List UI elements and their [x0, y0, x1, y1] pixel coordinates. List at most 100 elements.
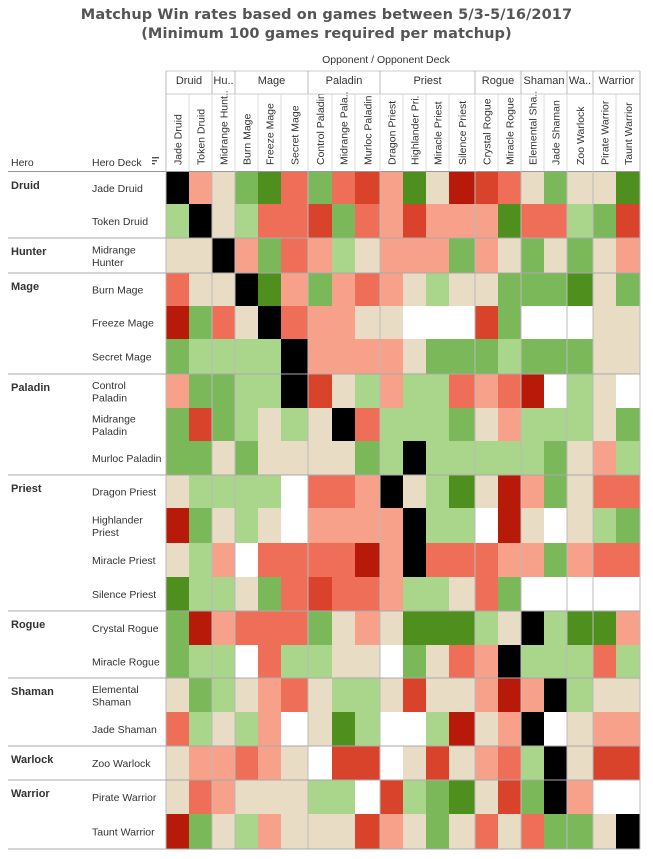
heatmap-cell — [521, 441, 544, 475]
heatmap-cell — [403, 441, 426, 475]
column-label: Crystal Rogue — [482, 98, 494, 165]
heatmap-cell — [403, 712, 426, 746]
heatmap-cell — [281, 408, 308, 441]
heatmap-cell — [593, 238, 616, 273]
heatmap-cell — [403, 204, 426, 238]
heatmap-cell — [189, 475, 212, 508]
heatmap-cell — [544, 374, 567, 408]
heatmap-cell — [308, 508, 332, 543]
heatmap-cell — [235, 814, 258, 849]
heatmap-cell — [475, 780, 498, 814]
opponent-group-label: Paladin — [326, 75, 363, 87]
heatmap-cell — [567, 339, 593, 374]
heatmap-cell — [235, 678, 258, 712]
heatmap-cell — [212, 238, 235, 273]
heatmap-cell — [332, 339, 355, 374]
heatmap-cell — [332, 611, 355, 645]
heatmap-cell — [258, 611, 281, 645]
heatmap-cell — [189, 577, 212, 611]
heatmap-cell — [426, 204, 449, 238]
heatmap-cell — [281, 712, 308, 746]
heatmap-cell — [235, 780, 258, 814]
heatmap-cell — [567, 746, 593, 780]
heatmap-cell — [308, 306, 332, 339]
heatmap-cell — [189, 374, 212, 408]
heatmap-cell — [308, 441, 332, 475]
heatmap-cell — [235, 508, 258, 543]
heatmap-cell — [212, 475, 235, 508]
heatmap-cell — [475, 273, 498, 306]
row-label: Jade Shaman — [92, 724, 157, 736]
heatmap-cell — [258, 577, 281, 611]
heatmap-cell — [544, 645, 567, 678]
chart-title-line1: Matchup Win rates based on games between… — [80, 7, 573, 23]
row-label: Freeze Mage — [92, 318, 154, 330]
heatmap-cell — [498, 204, 521, 238]
heatmap-cell — [332, 374, 355, 408]
heatmap-cell — [380, 374, 403, 408]
heatmap-cell — [544, 273, 567, 306]
heatmap-cell — [403, 408, 426, 441]
column-label: Highlander Pri.. — [410, 93, 422, 165]
heatmap-cell — [166, 273, 189, 306]
heatmap-cell — [355, 204, 380, 238]
heatmap-cell — [281, 746, 308, 780]
heatmap-cell — [521, 273, 544, 306]
heatmap-cell — [355, 678, 380, 712]
row-label: Secret Mage — [92, 352, 152, 364]
heatmap-cell — [355, 238, 380, 273]
heatmap-cell — [426, 577, 449, 611]
heatmap-cell — [498, 577, 521, 611]
heatmap-cell — [498, 712, 521, 746]
heatmap-cell — [544, 508, 567, 543]
heatmap-cell — [593, 339, 616, 374]
heatmap-cell — [308, 172, 332, 204]
chart-headers: Opponent / Opponent Deck Druid Hu.. Mage Pal… — [11, 54, 635, 169]
heatmap-cell — [332, 543, 355, 577]
heatmap-cell — [189, 780, 212, 814]
heatmap-cell — [544, 577, 567, 611]
heatmap-cell — [475, 611, 498, 645]
column-label: Freeze Mage — [265, 103, 277, 165]
heatmap-cell — [475, 543, 498, 577]
heatmap-cell — [449, 441, 475, 475]
heatmap-cell — [616, 273, 640, 306]
heatmap-cell — [521, 306, 544, 339]
heatmap-cell — [380, 273, 403, 306]
heatmap-cell — [616, 339, 640, 374]
heatmap-cell — [475, 712, 498, 746]
heatmap-cell — [380, 543, 403, 577]
sort-icon[interactable] — [152, 157, 159, 165]
heatmap-cell — [189, 814, 212, 849]
heatmap-cell — [567, 712, 593, 746]
heatmap-cell — [380, 306, 403, 339]
heatmap-cell — [593, 577, 616, 611]
heatmap-cell — [567, 374, 593, 408]
heatmap-cell — [189, 172, 212, 204]
row-label: Shaman — [92, 697, 131, 709]
heatmap-cell — [567, 508, 593, 543]
heatmap-cell — [166, 172, 189, 204]
heatmap-cell — [498, 746, 521, 780]
hero-label: Paladin — [11, 382, 50, 394]
heatmap-cell — [616, 374, 640, 408]
heatmap-cell — [616, 441, 640, 475]
heatmap-cell — [308, 475, 332, 508]
heatmap-cell — [498, 172, 521, 204]
heatmap-cell — [521, 475, 544, 508]
heatmap-cell — [593, 780, 616, 814]
heatmap-cell — [544, 814, 567, 849]
heatmap-cell — [308, 678, 332, 712]
heatmap-cell — [332, 204, 355, 238]
chart-title: Matchup Win rates based on games between… — [0, 6, 653, 44]
heatmap-cell — [475, 306, 498, 339]
heatmap-cell — [616, 814, 640, 849]
heatmap-cell — [235, 441, 258, 475]
heatmap-cell — [281, 204, 308, 238]
heatmap-cell — [616, 780, 640, 814]
opponent-header: Opponent / Opponent Deck — [322, 54, 451, 66]
heatmap-cell — [498, 475, 521, 508]
heatmap-cell — [308, 780, 332, 814]
heatmap-cell — [475, 577, 498, 611]
